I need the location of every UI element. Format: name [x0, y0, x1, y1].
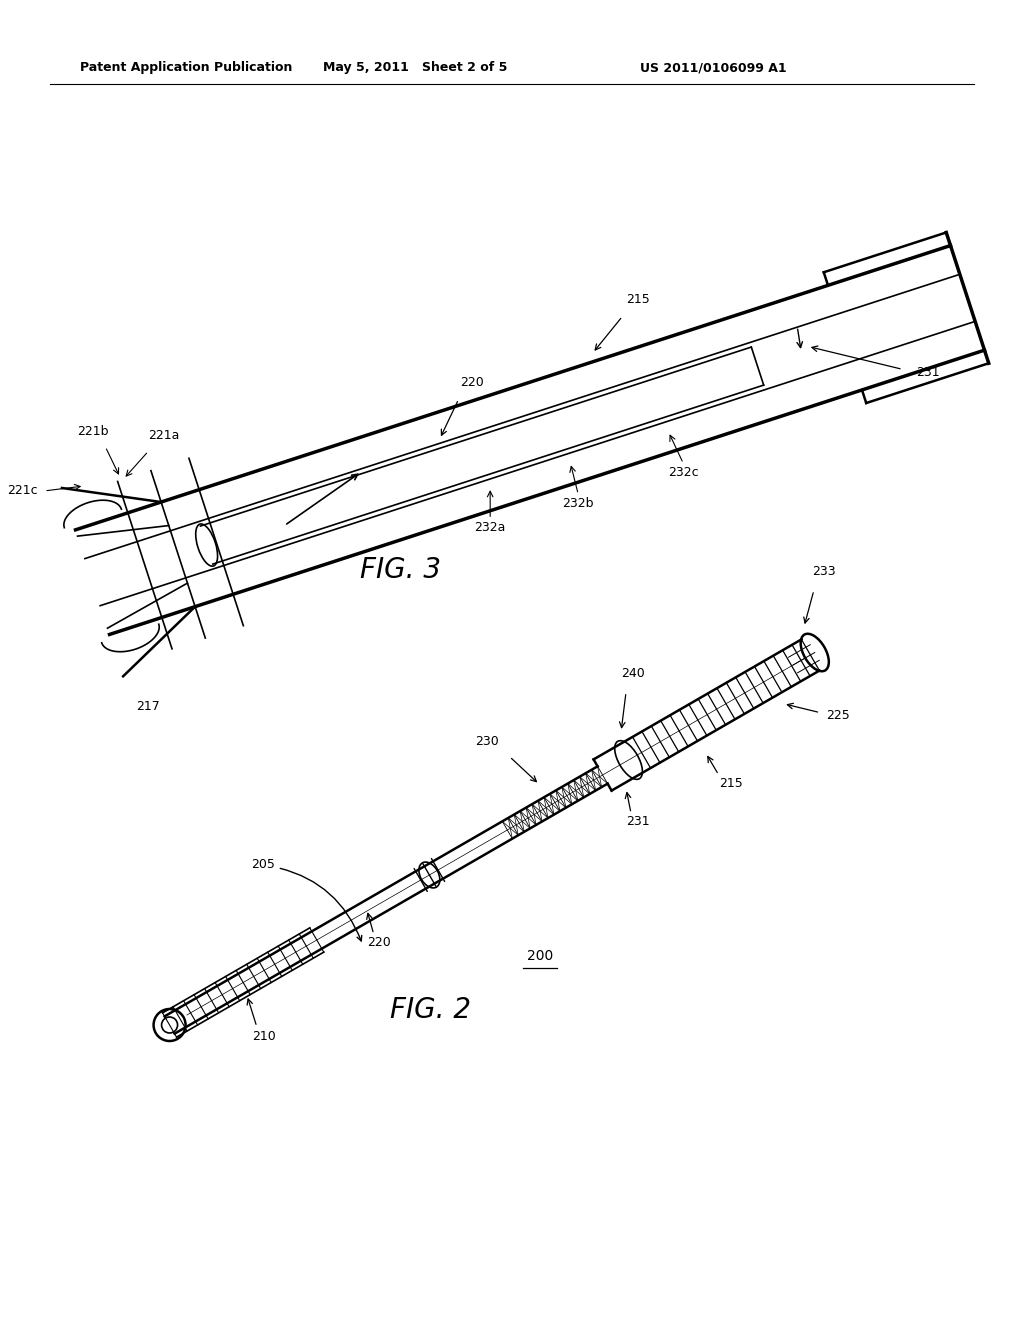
- Text: 205: 205: [251, 858, 361, 941]
- Text: 232c: 232c: [668, 466, 698, 479]
- Text: 233: 233: [812, 565, 836, 578]
- Text: 220: 220: [367, 936, 390, 949]
- Text: 230: 230: [475, 734, 500, 747]
- Text: 200: 200: [527, 949, 553, 964]
- Text: 231: 231: [627, 816, 650, 829]
- Text: Patent Application Publication: Patent Application Publication: [80, 62, 293, 74]
- Text: FIG. 2: FIG. 2: [389, 997, 470, 1024]
- Text: 210: 210: [252, 1030, 275, 1043]
- Text: 220: 220: [460, 376, 483, 389]
- Text: 232a: 232a: [474, 521, 506, 535]
- Text: 231: 231: [916, 367, 940, 379]
- Text: 215: 215: [719, 777, 742, 789]
- Text: 240: 240: [622, 667, 645, 680]
- Text: 217: 217: [136, 700, 160, 713]
- Text: 221a: 221a: [147, 429, 179, 442]
- Text: 221b: 221b: [78, 425, 109, 437]
- Text: US 2011/0106099 A1: US 2011/0106099 A1: [640, 62, 786, 74]
- Text: 232b: 232b: [562, 496, 594, 510]
- Text: May 5, 2011   Sheet 2 of 5: May 5, 2011 Sheet 2 of 5: [323, 62, 507, 74]
- Text: 225: 225: [826, 709, 850, 722]
- Text: 215: 215: [626, 293, 649, 306]
- Text: FIG. 3: FIG. 3: [359, 556, 440, 583]
- Text: 221c: 221c: [7, 484, 38, 496]
